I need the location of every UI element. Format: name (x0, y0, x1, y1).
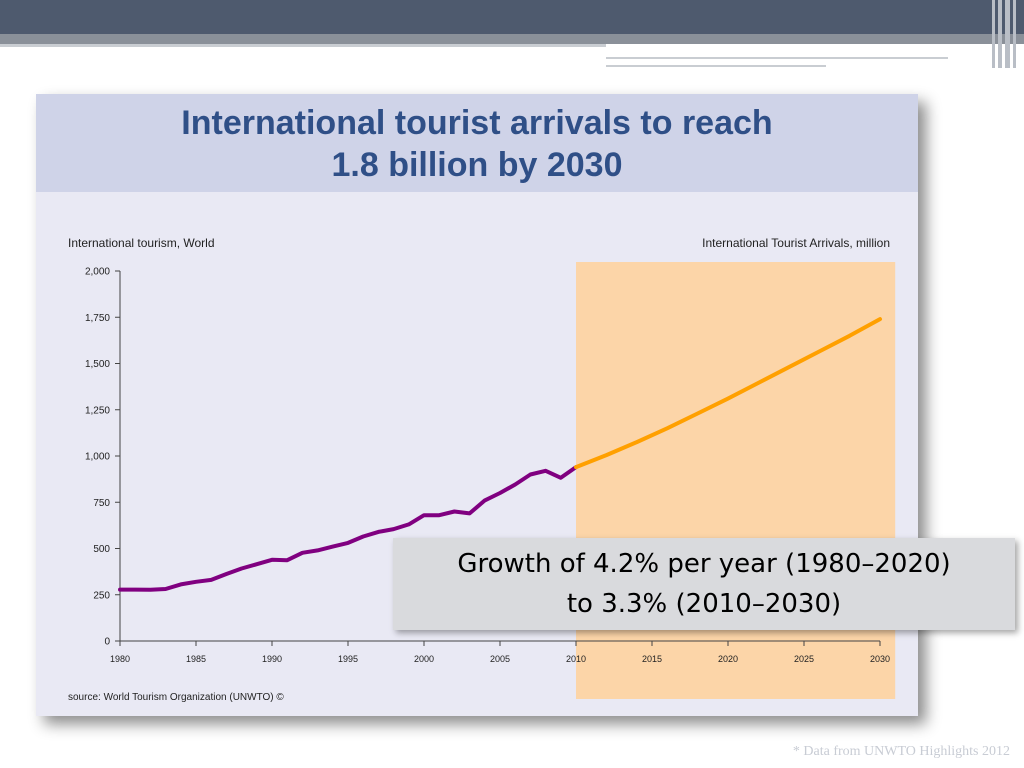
slide-title: International tourist arrivals to reach … (36, 102, 918, 186)
y-tick-label: 1,250 (85, 405, 110, 416)
y-tick-label: 1,750 (85, 313, 110, 324)
forecast-series-line (574, 317, 882, 470)
chart-source: source: World Tourism Organization (UNWT… (68, 692, 284, 703)
decor-stripe (998, 0, 1002, 68)
x-tick-label: 2000 (414, 654, 434, 664)
chart-series (118, 317, 882, 592)
callout-line1: Growth of 4.2% per year (1980–2020) (457, 549, 951, 579)
decor-line (606, 57, 948, 59)
forecast-band (576, 262, 896, 699)
chart-top-left-label: International tourism, World (68, 236, 215, 250)
x-tick-label: 2005 (490, 654, 510, 664)
y-tick-label: 1,500 (85, 359, 110, 370)
x-tick-label: 2010 (566, 654, 586, 664)
callout-line2: to 3.3% (2010–2030) (566, 589, 842, 619)
top-header-bar (0, 0, 1024, 34)
x-tick-label: 1990 (262, 654, 282, 664)
y-tick-label: 750 (93, 498, 110, 509)
footnote: * Data from UNWTO Highlights 2012 (792, 744, 1010, 759)
decor-stripe (992, 0, 995, 68)
chart-top-right-label: International Tourist Arrivals, million (702, 236, 890, 250)
x-tick-label: 1995 (338, 654, 358, 664)
historical-series-line (118, 465, 578, 592)
y-tick-label: 2,000 (85, 267, 110, 278)
slide-title-line1: International tourist arrivals to reach (181, 104, 773, 142)
decor-line (606, 65, 826, 67)
title-band: International tourist arrivals to reach … (36, 94, 918, 192)
x-tick-label: 1980 (110, 654, 130, 664)
y-tick-label: 500 (93, 544, 110, 555)
top-header-underbar (0, 34, 1024, 44)
decor-stripe (1005, 0, 1010, 68)
y-tick-label: 0 (104, 637, 110, 648)
decor-stripe (1013, 0, 1016, 68)
growth-callout: Growth of 4.2% per year (1980–2020) to 3… (393, 538, 1015, 630)
y-tick-label: 250 (93, 590, 110, 601)
y-tick-label: 1,000 (85, 452, 110, 463)
slide-title-line2: 1.8 billion by 2030 (331, 146, 623, 184)
x-tick-label: 2020 (718, 654, 738, 664)
top-header-light-strip (0, 44, 606, 47)
x-tick-label: 2025 (794, 654, 814, 664)
x-tick-label: 2030 (870, 654, 890, 664)
x-tick-label: 1985 (186, 654, 206, 664)
x-tick-label: 2015 (642, 654, 662, 664)
chart-axes: 0 250 500 750 1,000 1,250 1,500 1,750 2,000 1980 1… (85, 267, 890, 665)
